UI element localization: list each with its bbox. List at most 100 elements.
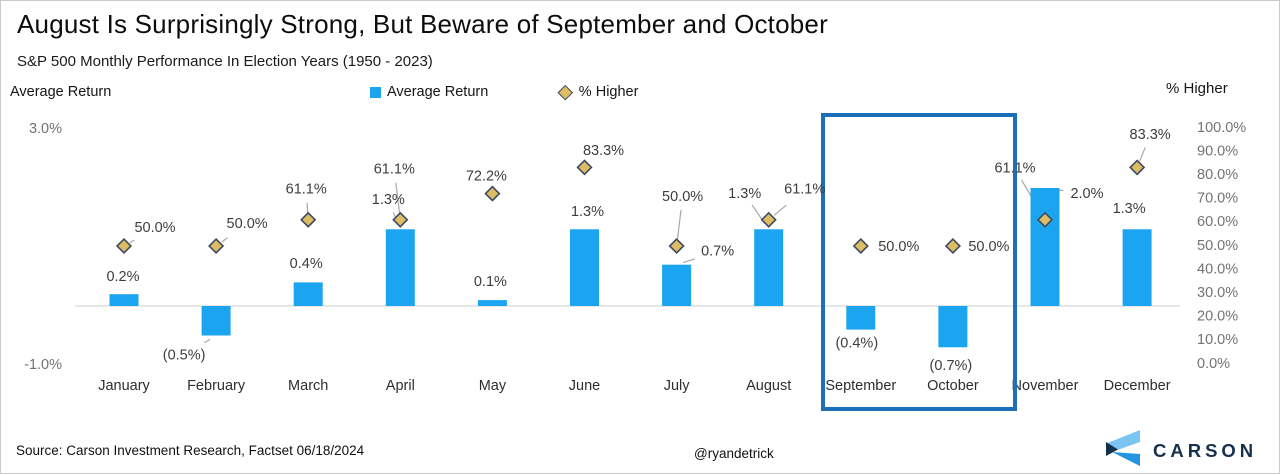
carson-wordmark: CARSON <box>1153 440 1258 461</box>
diamond-june <box>576 159 593 176</box>
bar-value-label-may: 0.1% <box>474 274 507 290</box>
month-label-december: December <box>1104 378 1171 394</box>
right-axis-tick: 100.0% <box>1197 120 1246 136</box>
diamond-value-label-october: 50.0% <box>968 239 1009 255</box>
leader-line <box>773 204 787 216</box>
bar-june <box>570 229 599 306</box>
diamond-february <box>208 237 225 255</box>
bar-value-label-june: 1.3% <box>571 204 604 220</box>
right-axis-tick: 10.0% <box>1197 332 1238 348</box>
bar-value-label-november: 2.0% <box>1070 186 1103 202</box>
bar-value-label-august: 1.3% <box>728 186 761 202</box>
diamond-march <box>300 211 317 228</box>
month-label-july: July <box>664 378 691 394</box>
leader-line <box>204 338 211 344</box>
leader-line <box>676 209 682 240</box>
diamond-value-label-february: 50.0% <box>227 216 268 232</box>
author-handle: @ryandetrick <box>694 446 774 461</box>
left-axis-tick: -1.0% <box>24 357 62 373</box>
leader-line <box>395 182 401 213</box>
month-label-april: April <box>386 378 415 394</box>
bar-value-label-october: (0.7%) <box>930 358 973 374</box>
right-axis-tick: 30.0% <box>1197 285 1238 301</box>
month-label-october: October <box>927 378 979 394</box>
month-label-may: May <box>479 378 507 394</box>
right-axis-tick: 90.0% <box>1197 143 1238 159</box>
diamond-value-label-april: 61.1% <box>374 162 415 178</box>
bar-value-label-march: 0.4% <box>290 256 323 272</box>
right-axis-tick: 20.0% <box>1197 309 1238 325</box>
bar-value-label-january: 0.2% <box>106 269 139 285</box>
logo-bottom-arm <box>1112 452 1140 466</box>
diamond-august <box>760 211 777 228</box>
chart-legend: Average Return % Higher <box>370 84 638 100</box>
bar-march <box>293 282 323 306</box>
bar-may <box>477 300 507 306</box>
month-label-august: August <box>746 378 791 394</box>
left-axis-title: Average Return <box>10 84 112 100</box>
month-label-september: September <box>825 378 896 394</box>
chart-subtitle: S&P 500 Monthly Performance In Election … <box>17 53 433 70</box>
diamond-value-label-july: 50.0% <box>662 189 703 205</box>
carson-chevron-icon <box>1105 430 1140 466</box>
right-axis-tick: 40.0% <box>1197 261 1238 277</box>
diamond-value-label-june: 83.3% <box>583 143 624 159</box>
diamond-july <box>668 237 685 255</box>
right-axis-tick: 70.0% <box>1197 191 1238 207</box>
bar-value-label-december: 1.3% <box>1113 201 1146 217</box>
legend-label-average-return: Average Return <box>387 84 489 100</box>
diamond-value-label-november: 61.1% <box>994 161 1035 177</box>
month-label-june: June <box>569 378 600 394</box>
diamond-april <box>392 211 409 228</box>
leader-line <box>306 202 309 213</box>
bar-november <box>1030 188 1060 306</box>
diamond-value-label-january: 50.0% <box>134 220 175 236</box>
diamond-december <box>1129 159 1146 176</box>
month-label-november: November <box>1012 378 1079 394</box>
bar-august <box>754 229 784 306</box>
diamond-value-label-march: 61.1% <box>286 182 327 198</box>
left-axis-tick: 3.0% <box>29 121 62 137</box>
diamond-may <box>484 185 501 202</box>
bar-january <box>109 294 139 306</box>
leader-line <box>129 239 135 244</box>
logo-navy-triangle <box>1106 442 1118 456</box>
bar-february <box>201 306 231 336</box>
bar-december <box>1122 229 1152 306</box>
diamond-value-label-may: 72.2% <box>466 168 507 184</box>
right-axis-tick: 60.0% <box>1197 214 1238 230</box>
chart-title: August Is Surprisingly Strong, But Bewar… <box>17 9 828 39</box>
leader-line <box>221 237 228 243</box>
right-axis-title: % Higher <box>1166 80 1228 97</box>
diamond-october <box>944 237 961 255</box>
diamond-september <box>852 237 869 255</box>
leader-line <box>1139 147 1146 162</box>
right-axis-tick: 80.0% <box>1197 167 1238 183</box>
legend-item-percent-higher: % Higher <box>488 84 638 100</box>
bar-value-label-july: 0.7% <box>701 244 734 260</box>
bar-value-label-april: 1.3% <box>372 192 405 208</box>
legend-label-percent-higher: % Higher <box>578 84 639 100</box>
legend-item-average-return: Average Return <box>370 84 488 100</box>
diamond-value-label-august: 61.1% <box>784 182 825 198</box>
source-note: Source: Carson Investment Research, Fact… <box>16 443 365 458</box>
bar-october <box>938 306 968 348</box>
right-axis-tick: 50.0% <box>1197 238 1238 254</box>
month-label-february: February <box>187 378 246 394</box>
month-label-january: January <box>98 378 150 394</box>
bar-september <box>846 306 876 330</box>
carson-logo: CARSON <box>1103 429 1257 467</box>
diamond-november <box>1036 211 1054 228</box>
bar-value-label-september: (0.4%) <box>835 335 878 351</box>
right-axis-tick: 0.0% <box>1197 356 1230 372</box>
bar-july <box>662 264 692 306</box>
diamond-value-label-september: 50.0% <box>878 239 919 255</box>
bar-april <box>385 229 415 306</box>
diamond-january <box>115 237 133 255</box>
month-label-march: March <box>288 378 328 394</box>
logo-top-arm <box>1105 430 1140 452</box>
leader-line <box>683 258 695 264</box>
highlight-box-september-october <box>821 113 1017 411</box>
diamond-value-label-december: 83.3% <box>1130 127 1171 143</box>
